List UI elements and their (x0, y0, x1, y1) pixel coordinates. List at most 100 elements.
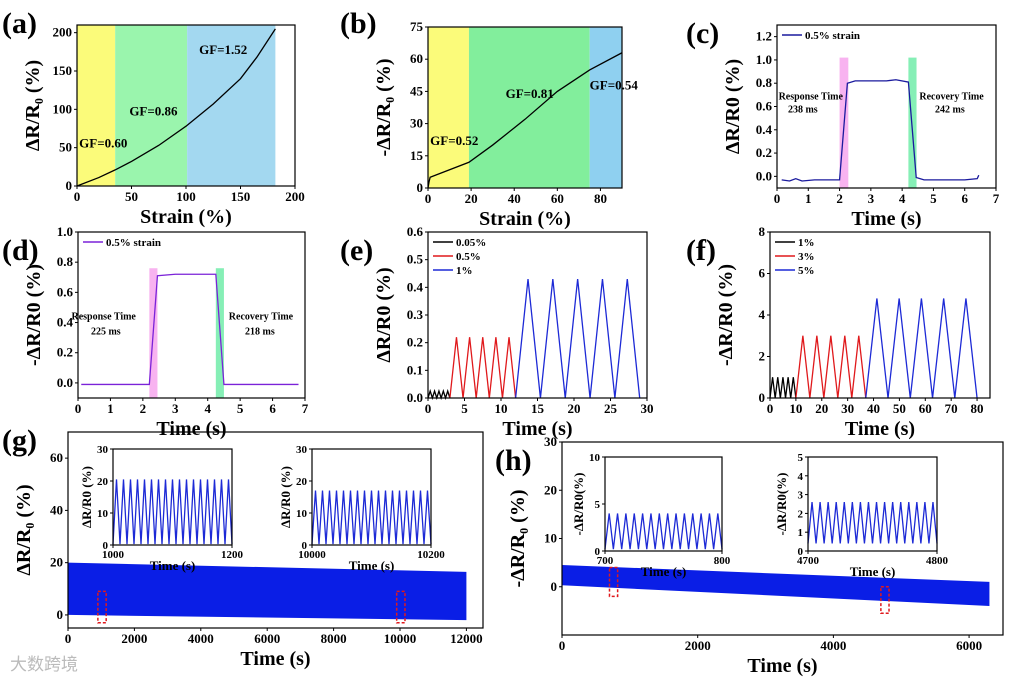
panel-label: (h) (495, 444, 532, 477)
y-tick-label: 0 (57, 607, 64, 622)
plot-frame (77, 231, 306, 399)
x-tick-label: 10200 (417, 549, 445, 561)
x-tick-label: 2 (140, 401, 147, 416)
x-tick-label: 10000 (384, 631, 417, 646)
x-axis-label: Time (s) (845, 418, 915, 440)
shaded-region (115, 25, 188, 186)
x-tick-label: 80 (971, 401, 984, 416)
y-tick-label: 30 (97, 444, 109, 456)
series-line-10000-10200-s (311, 490, 432, 545)
x-tick-label: 10 (789, 401, 802, 416)
y-tick-label: 0 (103, 540, 109, 552)
x-tick-label: 50 (893, 401, 906, 416)
x-tick-label: 0 (65, 631, 72, 646)
x-tick-label: 10000 (298, 549, 326, 561)
y-tick-label: 2 (759, 349, 766, 364)
y-tick-label: 150 (53, 63, 73, 78)
series-line-1000-1200-s (112, 479, 233, 545)
annotation: GF=1.52 (199, 42, 247, 57)
y-axis-label: -ΔR/R0(%) (774, 472, 789, 535)
inset-background (605, 457, 722, 551)
x-tick-label: 80 (594, 191, 607, 206)
x-tick-label: 30 (641, 401, 654, 416)
x-tick-label: 4800 (926, 555, 949, 567)
legend-label: 1% (798, 237, 815, 249)
x-tick-label: 6000 (956, 638, 982, 653)
shaded-region (428, 27, 469, 188)
panel-d: 0 1 2 3 4 5 6 7 0.0 0.2 0.4 0.6 0.8 1.0 Time (s) -ΔR/R0… (2, 224, 309, 440)
panel-label: (c) (686, 17, 719, 50)
y-axis-label: ΔR/R0 (%) (373, 267, 395, 362)
x-tick-label: 150 (231, 189, 251, 204)
y-tick-label: 1.0 (57, 224, 73, 239)
x-tick-label: 2000 (685, 638, 711, 653)
x-axis-label: Time (s) (851, 208, 921, 230)
x-tick-label: 5 (930, 191, 937, 206)
y-tick-label: 5 (798, 452, 804, 464)
x-tick-label: 60 (919, 401, 932, 416)
x-tick-label: 0 (425, 401, 432, 416)
y-tick-label: 10 (296, 508, 308, 520)
y-tick-label: 0 (759, 390, 766, 405)
panel-e: 0 5 10 15 20 25 30 0.0 0.1 0.2 0.3 0.4 0.5 0.6 Time (s… (340, 224, 654, 440)
x-axis-label: Strain (%) (140, 206, 232, 228)
y-axis-label: -ΔR/R0 (%) (715, 264, 737, 366)
x-axis-label: Time (s) (156, 418, 226, 440)
annotation: Recovery Time (229, 312, 294, 323)
annotation: Response Time (779, 92, 844, 103)
legend-label: 0.5% (456, 251, 481, 263)
y-axis-label: -ΔR/R0(%) (571, 472, 586, 535)
y-tick-label: 0.6 (407, 224, 424, 239)
panel-h1: 700 800 0 5 10 Time (s) -ΔR/R0(%) (571, 452, 731, 579)
x-tick-label: 7 (302, 401, 309, 416)
y-tick-label: 30 (410, 116, 423, 131)
x-tick-label: 1 (107, 401, 114, 416)
watermark: 大数跨境 (10, 655, 78, 675)
y-tick-label: 30 (296, 444, 308, 456)
series-line-0-5- (449, 337, 517, 399)
x-axis-label: Time (s) (747, 655, 817, 677)
y-tick-label: 1 (798, 527, 804, 539)
x-axis-label: Time (s) (641, 564, 687, 579)
legend-label: 0.05% (456, 237, 486, 249)
plot-frame (311, 448, 432, 546)
x-tick-label: 1200 (221, 549, 244, 561)
annotation: 225 ms (91, 327, 121, 338)
y-tick-label: 40 (50, 502, 63, 517)
annotation: Response Time (72, 312, 137, 323)
x-tick-label: 100 (176, 189, 196, 204)
y-axis-label: ΔR/R0 (%) (278, 466, 293, 528)
series-line-700-800-s (604, 513, 723, 550)
y-tick-label: 0.0 (756, 168, 772, 183)
shaded-region (77, 25, 116, 186)
x-tick-label: 4000 (820, 638, 846, 653)
annotation: GF=0.52 (430, 133, 478, 148)
x-axis-label: Time (s) (240, 648, 310, 670)
series-line-1- (769, 377, 797, 399)
y-tick-label: 30 (544, 434, 557, 449)
y-tick-label: 1.0 (756, 52, 772, 67)
panel-label: (f) (686, 234, 716, 267)
x-tick-label: 15 (531, 401, 545, 416)
y-tick-label: 10 (97, 508, 109, 520)
y-tick-label: 0.4 (407, 279, 424, 294)
y-tick-label: 0 (66, 178, 73, 193)
annotation: GF=0.81 (506, 86, 554, 101)
x-tick-label: 1000 (102, 549, 125, 561)
y-axis-label: -ΔR/R₀ (%) (507, 490, 529, 588)
panel-label: (g) (2, 424, 37, 457)
y-tick-label: 0.5 (407, 252, 424, 267)
x-tick-label: 7 (993, 191, 1000, 206)
zoom-highlight-box (608, 566, 619, 598)
y-tick-label: 0.8 (57, 254, 74, 269)
x-tick-label: 6 (961, 191, 968, 206)
y-tick-label: 0 (551, 579, 558, 594)
x-tick-label: 8000 (321, 631, 347, 646)
series-band (562, 565, 990, 607)
y-axis-label: -ΔR/R0 (%) (23, 264, 45, 366)
panel-label: (b) (340, 7, 377, 40)
x-tick-label: 5 (461, 401, 468, 416)
zoom-highlight-box (880, 586, 890, 615)
